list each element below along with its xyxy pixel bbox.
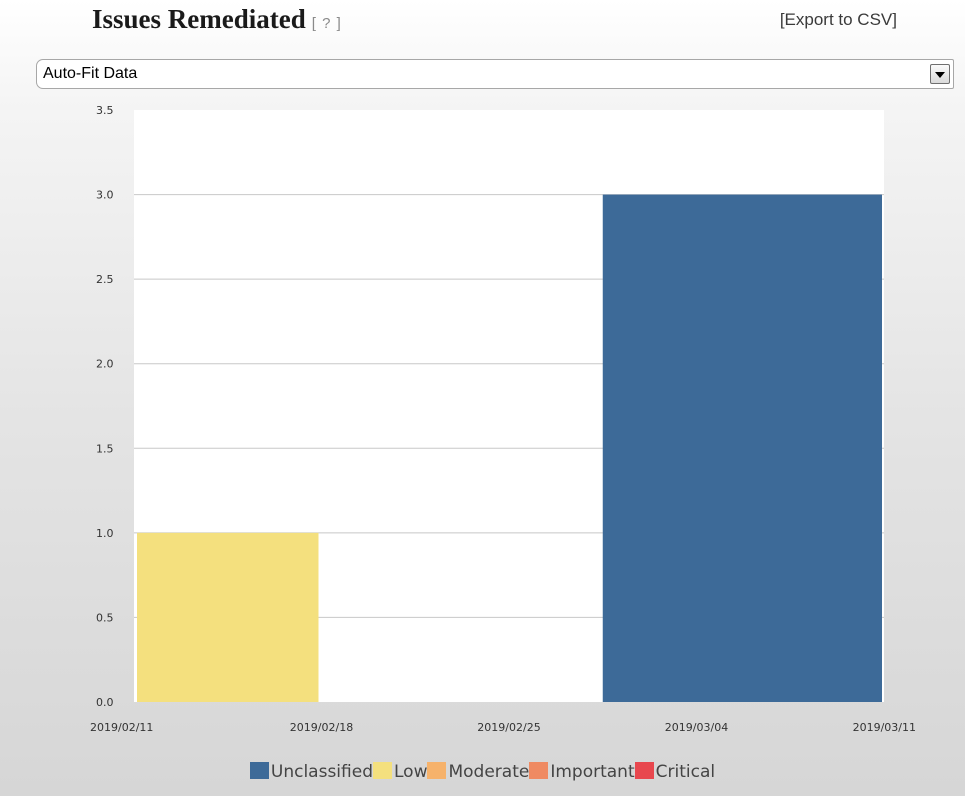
legend-swatch [634, 762, 654, 779]
legend-item-unclassified[interactable]: Unclassified [249, 762, 373, 782]
x-tick-label: 2019/02/18 [290, 721, 353, 734]
legend-label: Critical [655, 762, 716, 782]
legend-item-important[interactable]: Important [529, 762, 635, 782]
legend-item-moderate[interactable]: Moderate [427, 762, 529, 782]
legend-label: Important [550, 762, 635, 782]
y-tick-label: 0.5 [96, 611, 114, 624]
legend: Unclassified Low Moderate Important Critical [0, 762, 965, 782]
y-tick-label: 3.5 [96, 104, 114, 117]
x-tick-label: 2019/02/25 [477, 721, 540, 734]
bar-low[interactable] [137, 532, 319, 702]
legend-item-low[interactable]: Low [373, 762, 427, 782]
x-tick-label: 2019/03/04 [665, 721, 728, 734]
legend-swatch [373, 762, 392, 779]
range-select[interactable]: Auto-Fit Data [36, 59, 954, 89]
y-tick-label: 2.5 [96, 273, 114, 286]
legend-label: Unclassified [270, 762, 373, 782]
title-text: Issues Remediated [92, 4, 306, 34]
x-tick-label: 2019/03/11 [853, 721, 916, 734]
x-tick-label: 2019/02/11 [90, 721, 153, 734]
y-tick-label: 1.5 [96, 442, 114, 455]
legend-swatch [249, 762, 269, 779]
page-title: Issues Remediated [ ? ] [92, 4, 342, 35]
y-tick-label: 2.0 [96, 358, 114, 371]
y-tick-label: 0.0 [96, 696, 114, 709]
bars [137, 194, 882, 703]
range-select-value: Auto-Fit Data [43, 65, 138, 82]
x-axis-labels: 2019/02/11 2019/02/18 2019/02/25 2019/03/04… [90, 721, 916, 734]
y-axis-labels: 0.0 0.5 1.0 1.5 2.0 2.5 3.0 3.5 [96, 104, 114, 709]
help-link[interactable]: [ ? ] [311, 15, 342, 32]
legend-label: Moderate [448, 762, 530, 782]
bar-unclassified[interactable] [602, 194, 882, 703]
legend-swatch [529, 762, 549, 779]
chevron-down-icon[interactable] [930, 64, 950, 84]
y-tick-label: 3.0 [96, 189, 114, 202]
export-csv-link[interactable]: [Export to CSV] [779, 10, 897, 29]
legend-item-critical[interactable]: Critical [634, 762, 716, 782]
legend-swatch [427, 762, 447, 779]
legend-label: Low [394, 762, 428, 782]
y-tick-label: 1.0 [96, 527, 114, 540]
